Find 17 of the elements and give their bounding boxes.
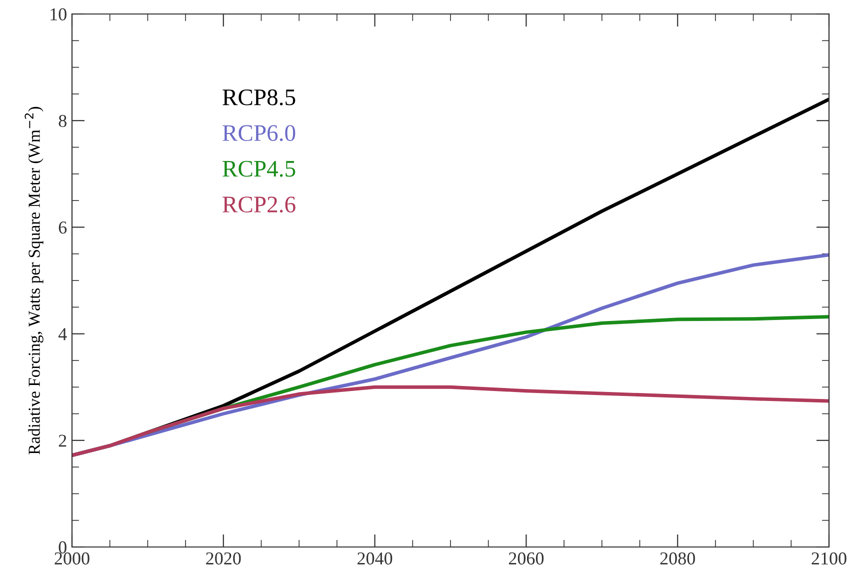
text: RCP4.5 <box>222 160 296 177</box>
x-tick-label: 2060 <box>508 552 544 565</box>
text: RCP2.6 <box>222 196 296 213</box>
y-tick-label: 4 <box>58 328 67 340</box>
y-tick-label: 0 <box>58 541 66 554</box>
x-tick-label: 2000 <box>54 552 90 565</box>
y-tick-label: 8 <box>58 114 66 128</box>
y-tick-label: 6 <box>58 222 67 234</box>
text: RCP6.0 <box>222 125 296 142</box>
x-tick-label: 2020 <box>206 552 241 565</box>
y-tick-label: 10 <box>50 8 66 20</box>
x-tick-label: 2100 <box>812 552 846 565</box>
x-tick-label: 2040 <box>358 552 392 565</box>
y-tick-label: 2 <box>58 434 66 447</box>
x-tick-label: 2080 <box>660 552 695 565</box>
text: RCP8.5 <box>222 89 296 106</box>
y-axis-title: Radiative Forcing, Watts per Square Meter (Wm$^{−2}$) <box>24 106 44 454</box>
